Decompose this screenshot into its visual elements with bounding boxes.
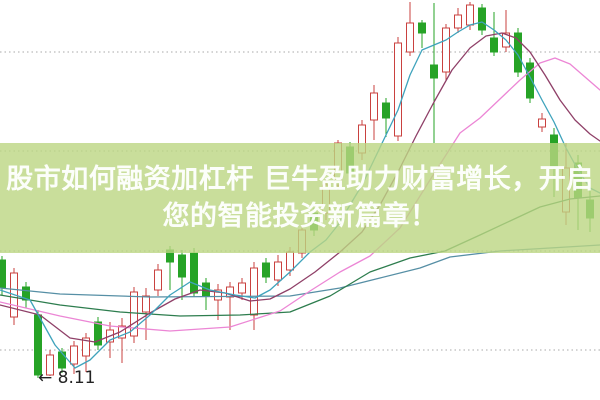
promo-banner-line1: 股市如何融资加杠杆 巨牛盈助力财富增长，开启	[6, 164, 594, 195]
promo-banner-line2: 您的智能投资新篇章！	[162, 201, 438, 232]
low-price-annotation: ← 8.11	[38, 368, 96, 388]
promo-banner: 股市如何融资加杠杆 巨牛盈助力财富增长，开启 您的智能投资新篇章！	[0, 143, 600, 253]
